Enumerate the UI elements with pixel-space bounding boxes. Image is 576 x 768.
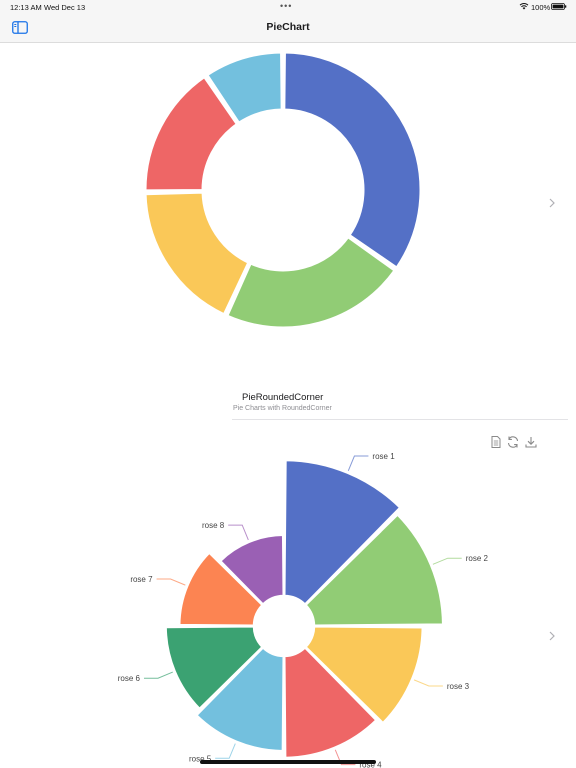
sidebar-toggle-icon[interactable]: [12, 21, 28, 34]
label-guide-line: [156, 578, 186, 586]
label-guide-line: [334, 749, 356, 766]
wifi-icon: [519, 3, 529, 10]
restore-icon[interactable]: [506, 435, 520, 449]
rose-label: rose 5: [189, 754, 212, 763]
multitasking-dots-icon[interactable]: •••: [280, 1, 293, 11]
label-guide-line: [432, 557, 462, 565]
chevron-right-icon: [549, 631, 555, 641]
pie-slice[interactable]: [282, 50, 423, 270]
label-guide-line: [228, 524, 249, 541]
chevron-right-icon: [549, 198, 555, 208]
status-time: 12:13 AM: [10, 3, 42, 12]
cell-subtitle: Pie Charts with RoundedCorner: [233, 405, 332, 412]
label-guide-line: [347, 455, 369, 471]
cell-title: PieRoundedCorner: [242, 392, 324, 403]
rose-slice[interactable]: [283, 458, 402, 606]
pie-slice[interactable]: [143, 75, 239, 193]
rose-label: rose 7: [130, 575, 153, 584]
pie-slice[interactable]: [143, 190, 251, 317]
rose-slice[interactable]: [177, 551, 264, 627]
rose-slice[interactable]: [194, 646, 285, 753]
chart-list[interactable]: PieRoundedCorner Pie Charts with Rounded…: [10, 43, 568, 768]
rose-label: rose 2: [466, 554, 489, 563]
label-guide-line: [143, 671, 173, 679]
home-indicator[interactable]: [200, 760, 376, 764]
navigation-bar: PieChart: [0, 14, 576, 43]
label-guide-line: [215, 743, 236, 759]
rose-slice[interactable]: [164, 625, 264, 711]
battery-percent: 100%: [531, 3, 551, 12]
status-date: Wed Dec 13: [44, 3, 86, 12]
rose-label: rose 1: [372, 452, 395, 461]
rose-label: rose 8: [202, 521, 225, 530]
rose-slice[interactable]: [218, 533, 285, 606]
data-view-icon[interactable]: [489, 435, 503, 449]
rose-chart: rose 1 rose 2 rose 3 rose 4 rose 5 rose 6 rose…: [118, 452, 489, 768]
cell-separator: [232, 419, 568, 420]
rose-label: rose 4: [359, 761, 382, 768]
page-title: PieChart: [266, 21, 310, 33]
battery-icon: [551, 3, 567, 10]
pie-slice[interactable]: [225, 235, 397, 330]
doughnut-chart: [143, 50, 423, 330]
pie-slice[interactable]: [205, 50, 284, 125]
status-bar: 12:13 AM Wed Dec 13 ••• 100%: [0, 0, 576, 14]
chart-cell-doughnut[interactable]: [10, 43, 568, 388]
rose-slice[interactable]: [283, 646, 378, 760]
label-guide-line: [413, 679, 443, 687]
save-as-image-icon[interactable]: [524, 435, 538, 449]
rose-label: rose 3: [447, 682, 470, 691]
rose-label: rose 6: [118, 674, 141, 683]
rose-slice[interactable]: [304, 625, 425, 725]
chart-cell-rose[interactable]: rose 1 rose 2 rose 3 rose 4 rose 5 rose 6 rose…: [10, 438, 568, 768]
rose-slice[interactable]: [304, 513, 445, 627]
